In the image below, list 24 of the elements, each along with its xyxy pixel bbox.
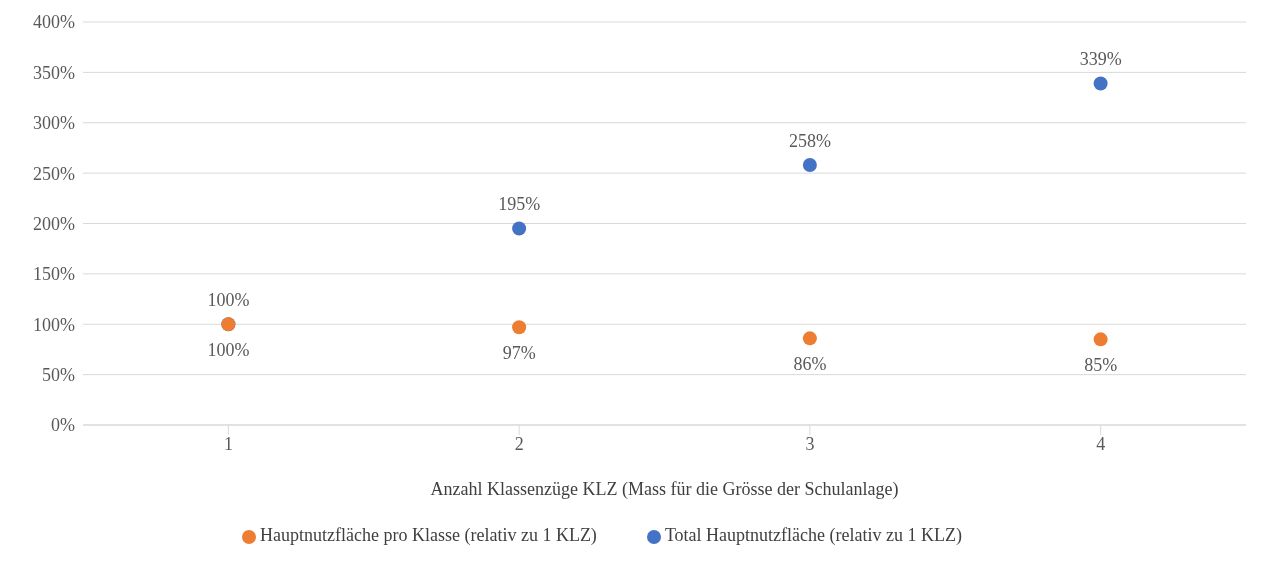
data-label: 339% [1079,48,1122,69]
data-label: 97% [502,342,536,363]
data-label: 258% [788,130,831,151]
data-label: 85% [1084,354,1118,375]
y-tick-label: 100% [33,314,75,335]
y-tick-label: 400% [33,12,75,33]
x-tick-label: 2 [514,433,524,454]
x-tick-label: 3 [805,433,815,454]
y-tick-label: 50% [42,365,75,386]
x-tick-label: 4 [1096,433,1106,454]
data-label: 195% [498,194,541,215]
data-label: 100% [207,339,250,360]
y-tick-label: 150% [33,264,75,285]
y-tick-label: 250% [33,163,75,184]
y-tick-label: 200% [33,213,75,234]
x-axis-title: Anzahl Klassenzüge KLZ (Mass für die Grösse der Schulanlage) [430,479,899,500]
data-label: 100% [207,289,250,310]
data-label: 86% [793,353,827,374]
y-tick-label: 350% [33,62,75,83]
y-tick-label: 0% [51,415,75,436]
legend-label: Total Hauptnutzfläche (relativ zu 1 KLZ) [664,525,962,545]
x-tick-label: 1 [223,433,233,454]
legend-label: Hauptnutzfläche pro Klasse (relativ zu 1 KLZ) [260,525,597,545]
y-tick-label: 300% [33,113,75,134]
